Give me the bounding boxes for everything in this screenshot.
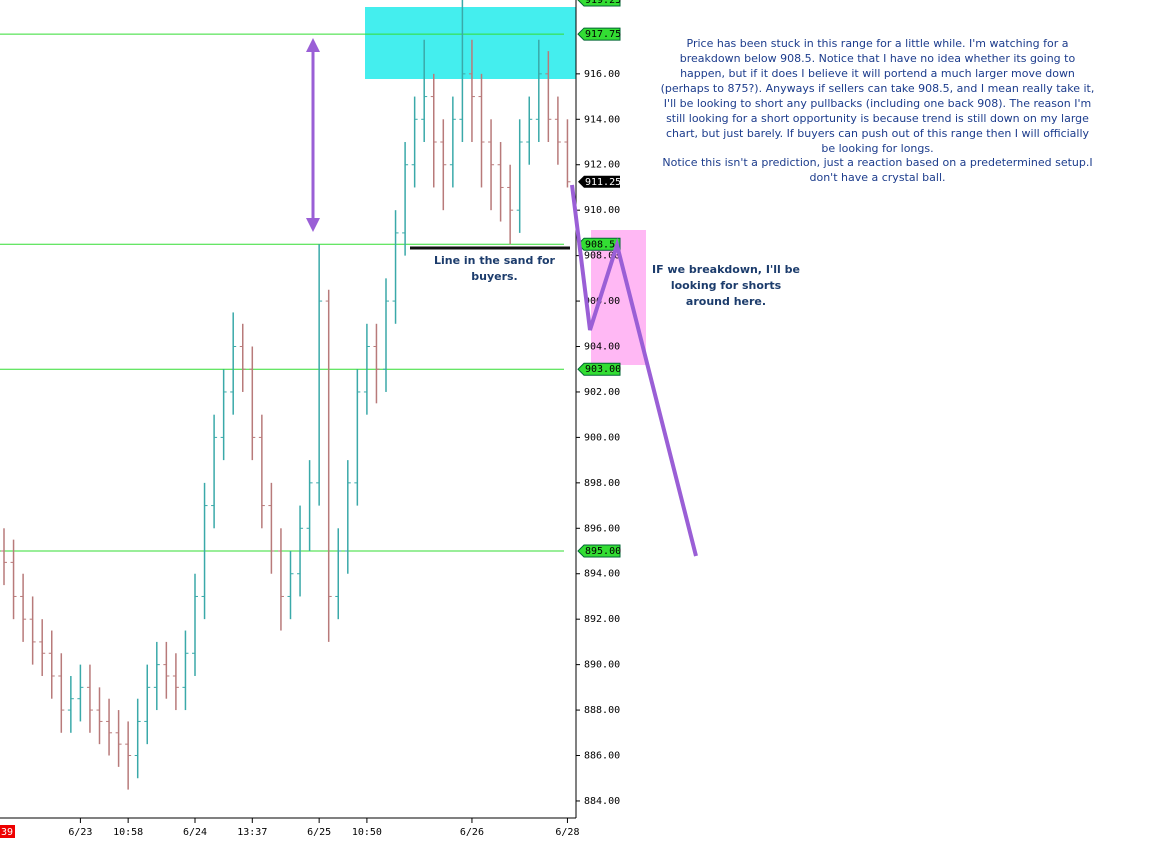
- y-tick-label: 908.00: [584, 251, 620, 262]
- y-tick-label: 916.00: [584, 69, 620, 80]
- x-tick-label: 6/24: [183, 827, 207, 838]
- y-tick-label: 884.00: [584, 796, 620, 807]
- x-tick-label: 13:37: [237, 827, 267, 838]
- arrow-head: [306, 218, 320, 232]
- level-tag: [577, 362, 621, 376]
- corner-label: 39: [1, 827, 13, 838]
- y-tick-label: 904.00: [584, 342, 620, 353]
- y-tick-label: 896.00: [584, 523, 620, 534]
- level-tag: [577, 237, 621, 251]
- x-tick-label: 6/26: [460, 827, 484, 838]
- level-label: 908.5: [585, 239, 615, 250]
- y-tick-label: 906.00: [584, 296, 620, 307]
- top-tag: [577, 0, 621, 7]
- y-tick-label: 886.00: [584, 751, 620, 762]
- y-tick-label: 894.00: [584, 569, 620, 580]
- x-tick-label: 6/25: [307, 827, 331, 838]
- annotation: IF we breakdown, I'll be looking for sho…: [652, 263, 800, 308]
- price-label: 911.25: [585, 177, 621, 188]
- note-2: Notice this isn't a prediction, just a r…: [662, 156, 1093, 184]
- annotation: Line in the sand for buyers.: [434, 254, 555, 283]
- y-tick-label: 914.00: [584, 114, 620, 125]
- level-label: 917.75: [585, 29, 621, 40]
- y-tick-label: 900.00: [584, 432, 620, 443]
- y-tick-label: 892.00: [584, 614, 620, 625]
- x-tick-label: 10:50: [352, 827, 382, 838]
- arrow-head: [306, 38, 320, 52]
- projection: [570, 184, 698, 557]
- level-label: 895.00: [585, 546, 621, 557]
- note-1: Price has been stuck in this range for a…: [660, 37, 1095, 155]
- y-tick-label: 902.00: [584, 387, 620, 398]
- y-tick-label: 898.00: [584, 478, 620, 489]
- level-tag: [577, 544, 621, 558]
- price-tag: [578, 175, 620, 188]
- level-tag: [577, 27, 621, 41]
- x-tick-label: 6/28: [555, 827, 579, 838]
- level-label: 903.00: [585, 364, 621, 375]
- x-tick-label: 10:58: [113, 827, 143, 838]
- x-tick-label: 6/23: [68, 827, 92, 838]
- y-tick-label: 890.00: [584, 660, 620, 671]
- y-tick-label: 910.00: [584, 205, 620, 216]
- corner-badge: [0, 825, 15, 838]
- range-box: [365, 7, 576, 79]
- y-tick-label: 888.00: [584, 705, 620, 716]
- top-tag-label: 919.25: [585, 0, 621, 6]
- y-tick-label: 912.00: [584, 160, 620, 171]
